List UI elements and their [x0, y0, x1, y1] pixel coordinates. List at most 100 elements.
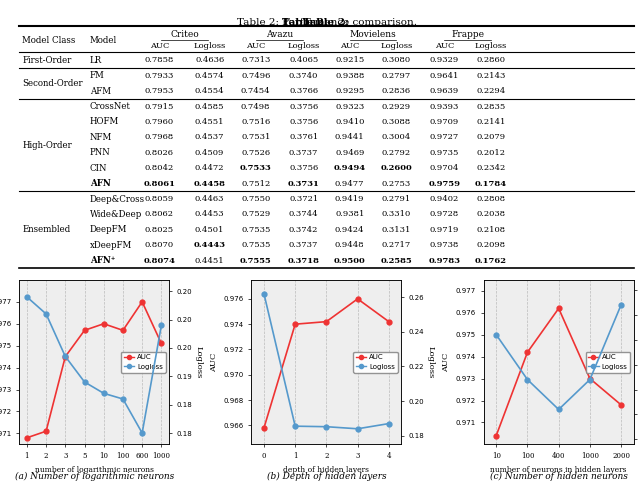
Text: 0.3080: 0.3080 — [382, 56, 411, 64]
Text: 0.8059: 0.8059 — [145, 195, 174, 203]
Text: AUC: AUC — [435, 42, 454, 50]
Text: 0.4501: 0.4501 — [195, 226, 225, 234]
Text: 0.4636: 0.4636 — [195, 56, 224, 64]
Text: LR: LR — [90, 56, 102, 65]
Text: 0.2600: 0.2600 — [381, 164, 412, 172]
Text: 0.7526: 0.7526 — [241, 149, 270, 157]
Text: 0.3737: 0.3737 — [289, 149, 318, 157]
Text: CIN: CIN — [90, 164, 108, 173]
Text: 0.8074: 0.8074 — [143, 257, 175, 265]
Text: Logloss: Logloss — [287, 42, 320, 50]
Text: 0.2141: 0.2141 — [476, 118, 506, 126]
Text: 0.3766: 0.3766 — [289, 87, 318, 95]
Text: Table 2:: Table 2: — [303, 18, 349, 28]
Text: Table 2: Performance comparison.: Table 2: Performance comparison. — [237, 18, 417, 28]
Text: 0.9719: 0.9719 — [429, 226, 459, 234]
Text: 0.2791: 0.2791 — [382, 195, 411, 203]
Text: 0.9448: 0.9448 — [335, 242, 365, 249]
Text: High-Order: High-Order — [22, 141, 72, 150]
Text: 0.9419: 0.9419 — [335, 195, 365, 203]
Text: 0.3718: 0.3718 — [287, 257, 319, 265]
Text: CrossNet: CrossNet — [90, 102, 131, 111]
Text: Logloss: Logloss — [193, 42, 226, 50]
Text: 0.7968: 0.7968 — [145, 133, 174, 142]
Text: 0.2294: 0.2294 — [476, 87, 506, 95]
Text: Frappe: Frappe — [451, 30, 484, 40]
Text: 0.8061: 0.8061 — [143, 180, 175, 187]
Text: 0.3744: 0.3744 — [289, 211, 319, 218]
Text: 0.9494: 0.9494 — [333, 164, 366, 172]
Text: 0.3756: 0.3756 — [289, 164, 318, 172]
Text: Deep&Cross: Deep&Cross — [90, 195, 145, 203]
Text: 0.2143: 0.2143 — [476, 71, 506, 80]
Text: 0.2753: 0.2753 — [382, 180, 411, 187]
Text: Logloss: Logloss — [475, 42, 507, 50]
Text: 0.9477: 0.9477 — [335, 180, 365, 187]
Text: 0.3731: 0.3731 — [288, 180, 319, 187]
Text: 0.9728: 0.9728 — [429, 211, 459, 218]
Text: 0.7454: 0.7454 — [241, 87, 271, 95]
Text: (b) Depth of hidden layers: (b) Depth of hidden layers — [267, 471, 386, 481]
Text: DeepFM: DeepFM — [90, 226, 127, 234]
Text: Model Class: Model Class — [22, 36, 76, 45]
Text: 0.9469: 0.9469 — [335, 149, 364, 157]
Text: 0.3310: 0.3310 — [382, 211, 411, 218]
Text: 0.2098: 0.2098 — [477, 242, 506, 249]
Text: 0.8042: 0.8042 — [145, 164, 174, 172]
Text: 0.9727: 0.9727 — [429, 133, 459, 142]
Text: 0.1784: 0.1784 — [475, 180, 507, 187]
Text: 0.7550: 0.7550 — [241, 195, 270, 203]
Text: FM: FM — [90, 71, 104, 80]
Text: 0.7555: 0.7555 — [240, 257, 271, 265]
Text: 0.7313: 0.7313 — [241, 56, 271, 64]
Text: (a) Number of logarithmic neurons: (a) Number of logarithmic neurons — [15, 471, 173, 481]
Text: 0.8062: 0.8062 — [145, 211, 174, 218]
Text: 0.2929: 0.2929 — [382, 102, 411, 111]
Text: Ensembled: Ensembled — [22, 226, 70, 234]
Text: 0.2836: 0.2836 — [382, 87, 411, 95]
Text: 0.1762: 0.1762 — [475, 257, 507, 265]
Text: 0.7512: 0.7512 — [241, 180, 270, 187]
Text: 0.3088: 0.3088 — [382, 118, 411, 126]
Text: 0.9441: 0.9441 — [335, 133, 365, 142]
Text: 0.4509: 0.4509 — [195, 149, 225, 157]
Text: 0.9500: 0.9500 — [334, 257, 365, 265]
Text: 0.7953: 0.7953 — [145, 87, 174, 95]
Text: AFN: AFN — [90, 179, 111, 188]
Text: 0.3756: 0.3756 — [289, 102, 318, 111]
Text: 0.4551: 0.4551 — [195, 118, 225, 126]
Text: 0.4585: 0.4585 — [195, 102, 225, 111]
Text: 0.9381: 0.9381 — [335, 211, 364, 218]
Text: 0.3761: 0.3761 — [289, 133, 318, 142]
Text: 0.3131: 0.3131 — [381, 226, 411, 234]
Text: 0.7960: 0.7960 — [145, 118, 174, 126]
Text: NFM: NFM — [90, 133, 112, 142]
Text: 0.9323: 0.9323 — [335, 102, 364, 111]
Text: AUC: AUC — [246, 42, 266, 50]
Text: AUC: AUC — [150, 42, 169, 50]
Text: 0.7535: 0.7535 — [241, 226, 271, 234]
Text: 0.4574: 0.4574 — [195, 71, 225, 80]
Text: 0.8070: 0.8070 — [145, 242, 174, 249]
Text: Logloss: Logloss — [380, 42, 413, 50]
Text: 0.7858: 0.7858 — [145, 56, 174, 64]
Text: 0.7933: 0.7933 — [145, 71, 174, 80]
Text: 0.3737: 0.3737 — [289, 242, 318, 249]
Text: Movielens: Movielens — [349, 30, 396, 40]
Text: 0.2342: 0.2342 — [476, 164, 506, 172]
Text: 0.9735: 0.9735 — [429, 149, 459, 157]
Text: 0.3740: 0.3740 — [289, 71, 318, 80]
Text: 0.2108: 0.2108 — [477, 226, 506, 234]
Text: Model: Model — [90, 36, 117, 45]
Text: 0.9215: 0.9215 — [335, 56, 364, 64]
Text: 0.7529: 0.7529 — [241, 211, 270, 218]
Text: 0.4451: 0.4451 — [195, 257, 225, 265]
Text: 0.2860: 0.2860 — [477, 56, 506, 64]
Text: 0.9709: 0.9709 — [429, 118, 459, 126]
Text: 0.3721: 0.3721 — [289, 195, 318, 203]
Text: 0.7915: 0.7915 — [145, 102, 174, 111]
X-axis label: number of logarithmic neurons: number of logarithmic neurons — [35, 466, 154, 473]
Text: 0.2808: 0.2808 — [477, 195, 506, 203]
Text: 0.9295: 0.9295 — [335, 87, 364, 95]
Text: 0.3742: 0.3742 — [289, 226, 318, 234]
